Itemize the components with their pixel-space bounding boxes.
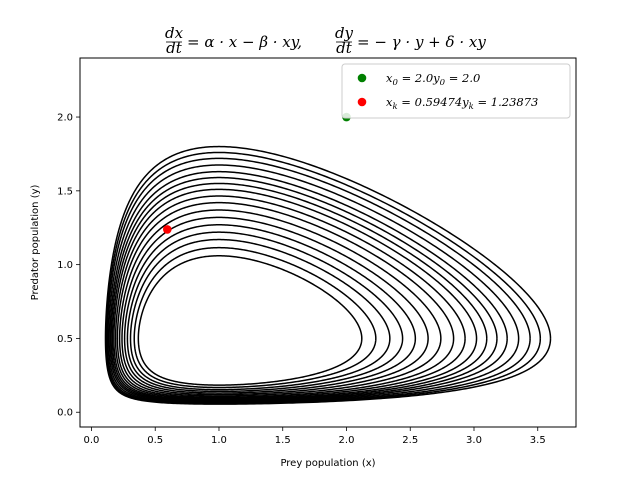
legend-marker bbox=[357, 73, 367, 83]
trajectory-orbit bbox=[114, 195, 466, 400]
y-tick-label: 1.5 bbox=[57, 186, 73, 197]
x-tick-label: 0.0 bbox=[84, 435, 100, 446]
y-axis-ticks: 0.0 0.5 1.0 1.5 2.0 bbox=[57, 113, 80, 419]
legend-entry-text: xk = 0.59474yk = 1.23873 bbox=[386, 95, 538, 112]
trajectory-orbit bbox=[107, 164, 520, 404]
trajectory-orbit bbox=[118, 209, 442, 397]
marker-group bbox=[163, 112, 351, 234]
trajectory-orbit bbox=[105, 151, 542, 405]
title-rhs1: = α · x − β · xy, bbox=[187, 33, 302, 51]
title-lhs2-den: dt bbox=[336, 39, 353, 57]
x-tick-label: 0.5 bbox=[147, 435, 163, 446]
trajectory-orbit bbox=[116, 201, 455, 398]
chart-title: dx dt = α · x − β · xy, dy dt = − γ · y … bbox=[165, 24, 486, 57]
x-tick-label: 1.5 bbox=[275, 435, 291, 446]
trajectory-orbit bbox=[113, 188, 478, 401]
title-lhs1-den: dt bbox=[166, 39, 183, 57]
trajectory-orbit bbox=[121, 216, 429, 396]
y-tick-label: 0.5 bbox=[57, 334, 73, 345]
axes-frame bbox=[79, 57, 577, 428]
x-axis-ticks: 0.0 0.5 1.0 1.5 2.0 2.5 3.0 3.5 bbox=[84, 427, 546, 446]
trajectory-orbit bbox=[110, 176, 498, 402]
legend: x0 = 2.0y0 = 2.0 xk = 0.59474yk = 1.23873 bbox=[341, 63, 571, 119]
x-tick-label: 2.5 bbox=[402, 435, 418, 446]
trajectory-orbit bbox=[111, 182, 488, 401]
trajectory-series bbox=[104, 145, 552, 405]
current-point-marker bbox=[163, 225, 172, 234]
x-tick-label: 3.0 bbox=[466, 435, 482, 446]
y-axis-label: Predator population (y) bbox=[30, 185, 41, 301]
legend-frame bbox=[341, 63, 571, 119]
legend-entry-text: x0 = 2.0y0 = 2.0 bbox=[386, 71, 480, 88]
title-rhs2: = − γ · y + δ · xy bbox=[357, 33, 486, 51]
x-tick-label: 2.0 bbox=[339, 435, 355, 446]
y-tick-label: 0.0 bbox=[57, 408, 73, 419]
x-axis-label: Prey population (x) bbox=[280, 458, 375, 469]
title-lhs1-num: dx bbox=[165, 24, 184, 42]
trajectory-orbit bbox=[129, 238, 391, 391]
trajectory-orbit bbox=[137, 255, 363, 386]
trajectory-orbit bbox=[123, 224, 417, 394]
trajectory-orbit bbox=[106, 157, 531, 404]
trajectory-orbit bbox=[126, 231, 404, 393]
title-lhs2-num: dy bbox=[335, 24, 354, 42]
trajectory-orbit bbox=[104, 145, 552, 405]
x-tick-label: 3.5 bbox=[530, 435, 546, 446]
y-tick-label: 1.0 bbox=[57, 260, 73, 271]
x-tick-label: 1.0 bbox=[211, 435, 227, 446]
legend-marker bbox=[357, 97, 367, 107]
y-tick-label: 2.0 bbox=[57, 113, 73, 124]
trajectory-orbit bbox=[109, 170, 508, 403]
trajectory-orbit bbox=[133, 246, 377, 389]
